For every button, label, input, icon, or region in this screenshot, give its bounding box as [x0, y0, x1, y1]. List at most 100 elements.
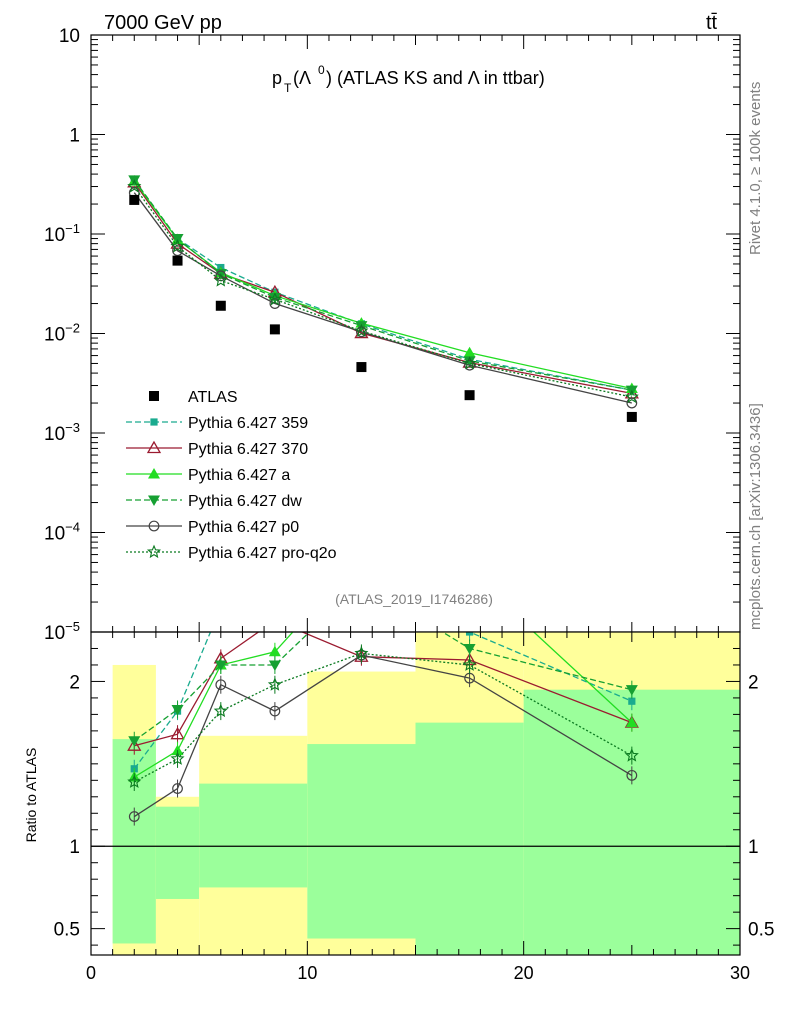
legend-label-pp0: Pythia 6.427 p0 — [188, 519, 299, 536]
legend-label-atlas: ATLAS — [188, 389, 238, 406]
series-point-pq2o-6 — [624, 389, 639, 404]
atlas-data — [129, 194, 637, 422]
legend-label-pa: Pythia 6.427 a — [188, 467, 290, 484]
ratio-point-pq2o-5 — [462, 657, 477, 671]
ratio-band-inner-3 — [307, 744, 416, 939]
y-tick-base-6: 10 — [44, 623, 65, 644]
x-tick-label-10: 10 — [297, 963, 317, 983]
y-tick-exp-2: −1 — [65, 221, 80, 236]
ratio-point-pp0-3 — [269, 705, 281, 717]
legend-marker-pp0 — [148, 520, 160, 532]
legend-item-pdw: Pythia 6.427 dw — [126, 493, 302, 510]
series-line-pp0 — [133, 192, 632, 404]
series-pdw — [128, 175, 638, 397]
atlas-point-6 — [626, 411, 637, 422]
title-paren: (Λ — [293, 68, 311, 88]
legend-item-p359: Pythia 6.427 359 — [126, 415, 308, 432]
legend-item-pq2o: Pythia 6.427 pro-q2o — [126, 544, 337, 562]
y-tick-label-6: 10−5 — [44, 619, 80, 644]
plot-title: p T (Λ 0 ) (ATLAS KS and Λ in ttbar) — [272, 63, 545, 95]
ratio-point-pa-3 — [268, 645, 281, 657]
atlas-point-0 — [129, 194, 140, 205]
y-tick-label-4: 10−3 — [44, 420, 80, 445]
legend-item-p370: Pythia 6.427 370 — [126, 440, 308, 458]
ratio-ytick-label-right-2: 2 — [748, 672, 759, 693]
y-tick-base-4: 10 — [44, 424, 65, 445]
ratio-band-inner-4 — [415, 722, 524, 955]
series-p370 — [127, 175, 639, 399]
ratio-point-pa-6 — [625, 716, 638, 728]
y-tick-base-5: 10 — [44, 524, 65, 545]
series-point-pq2o-2 — [213, 273, 228, 287]
ratio-point-pq2o-2 — [213, 703, 228, 718]
ratio-point-p359-4 — [358, 559, 365, 566]
series-point-pp0-6 — [626, 397, 638, 409]
ratio-point-pp0-0 — [128, 811, 140, 822]
ratio-point-p359-6 — [628, 697, 636, 705]
series-point-pdw-5 — [463, 356, 476, 367]
legend-marker-pa — [148, 468, 160, 479]
ratio-point-p370-1 — [170, 726, 185, 740]
ratio-band-inner-5 — [523, 689, 740, 955]
ratio-point-pdw-6 — [625, 685, 638, 696]
legend-marker-p359 — [150, 418, 158, 426]
ratio-point-p370-3 — [269, 614, 281, 625]
header-energy: 7000 GeV pp — [104, 12, 222, 34]
series-line-pq2o — [133, 186, 632, 398]
series-line-pa — [133, 180, 632, 390]
series-pq2o — [127, 179, 639, 404]
legend-label-p370: Pythia 6.427 370 — [188, 441, 308, 458]
ratio-ytick-label-left-2: 2 — [69, 672, 80, 693]
title-rest: ) (ATLAS KS and Λ in ttbar) — [326, 68, 545, 88]
legend-item-atlas: ATLAS — [149, 389, 238, 406]
series-point-pq2o-5 — [462, 356, 477, 370]
ratio-point-pp0-6 — [626, 769, 638, 781]
series-p359 — [130, 177, 636, 394]
y-tick-base-2: 10 — [44, 225, 65, 246]
ratio-point-pa-5 — [464, 567, 476, 578]
legend-marker-pq2o — [146, 544, 162, 559]
title-p: p — [272, 68, 282, 88]
title-sub: T — [284, 81, 292, 95]
ratio-band-inner-1 — [155, 806, 200, 899]
y-tick-base-3: 10 — [44, 325, 65, 346]
legend-label-pdw: Pythia 6.427 dw — [188, 493, 302, 510]
ratio-point-pdw-1 — [171, 704, 184, 716]
y-tick-base-1: 1 — [69, 126, 80, 147]
title-sup: 0 — [318, 63, 325, 77]
ratio-point-pq2o-1 — [170, 751, 185, 765]
ratio-plot: 0 10 20 30 0.5 0.5 1 1 2 2 — [54, 559, 774, 983]
legend-label-p359: Pythia 6.427 359 — [188, 415, 308, 432]
x-tick-label-20: 20 — [514, 963, 534, 983]
ratio-series-pq2o — [127, 644, 639, 791]
ratio-bands — [112, 632, 740, 955]
ratio-point-pq2o-0 — [127, 774, 142, 788]
y-tick-exp-5: −4 — [65, 520, 80, 535]
ratio-y-label: Ratio to ATLAS — [23, 748, 39, 843]
ratio-ytick-label-left-1: 1 — [69, 837, 80, 858]
ratio-point-pdw-5 — [463, 643, 476, 655]
series-point-pq2o-4 — [354, 323, 369, 337]
atlas-point-3 — [269, 324, 280, 335]
legend-marker-pdw — [148, 495, 160, 506]
ratio-point-pq2o-6 — [624, 748, 639, 762]
atlas-point-2 — [215, 300, 226, 311]
y-tick-label-2: 10−1 — [44, 221, 80, 246]
ratio-point-pp0-2 — [215, 679, 227, 691]
legend-item-pp0: Pythia 6.427 p0 — [126, 519, 299, 536]
atlas-point-1 — [172, 255, 183, 266]
legend-marker-p370 — [146, 440, 162, 454]
atlas-point-5 — [464, 390, 475, 401]
ratio-point-pp0-1 — [172, 783, 183, 794]
ratio-point-pdw-3 — [268, 660, 281, 671]
series-point-pp0-5 — [464, 359, 475, 371]
y-tick-label-0: 10 — [59, 26, 80, 47]
header-process: tt̄ — [706, 12, 718, 34]
ratio-point-p359-5 — [465, 632, 474, 636]
main-series — [127, 175, 639, 422]
side-label-mcplots: mcplots.cern.ch [arXiv:1306.3436] — [747, 403, 764, 630]
ratio-series — [127, 559, 639, 826]
x-tick-label-0: 0 — [86, 963, 96, 983]
series-point-pp0-3 — [269, 298, 281, 309]
